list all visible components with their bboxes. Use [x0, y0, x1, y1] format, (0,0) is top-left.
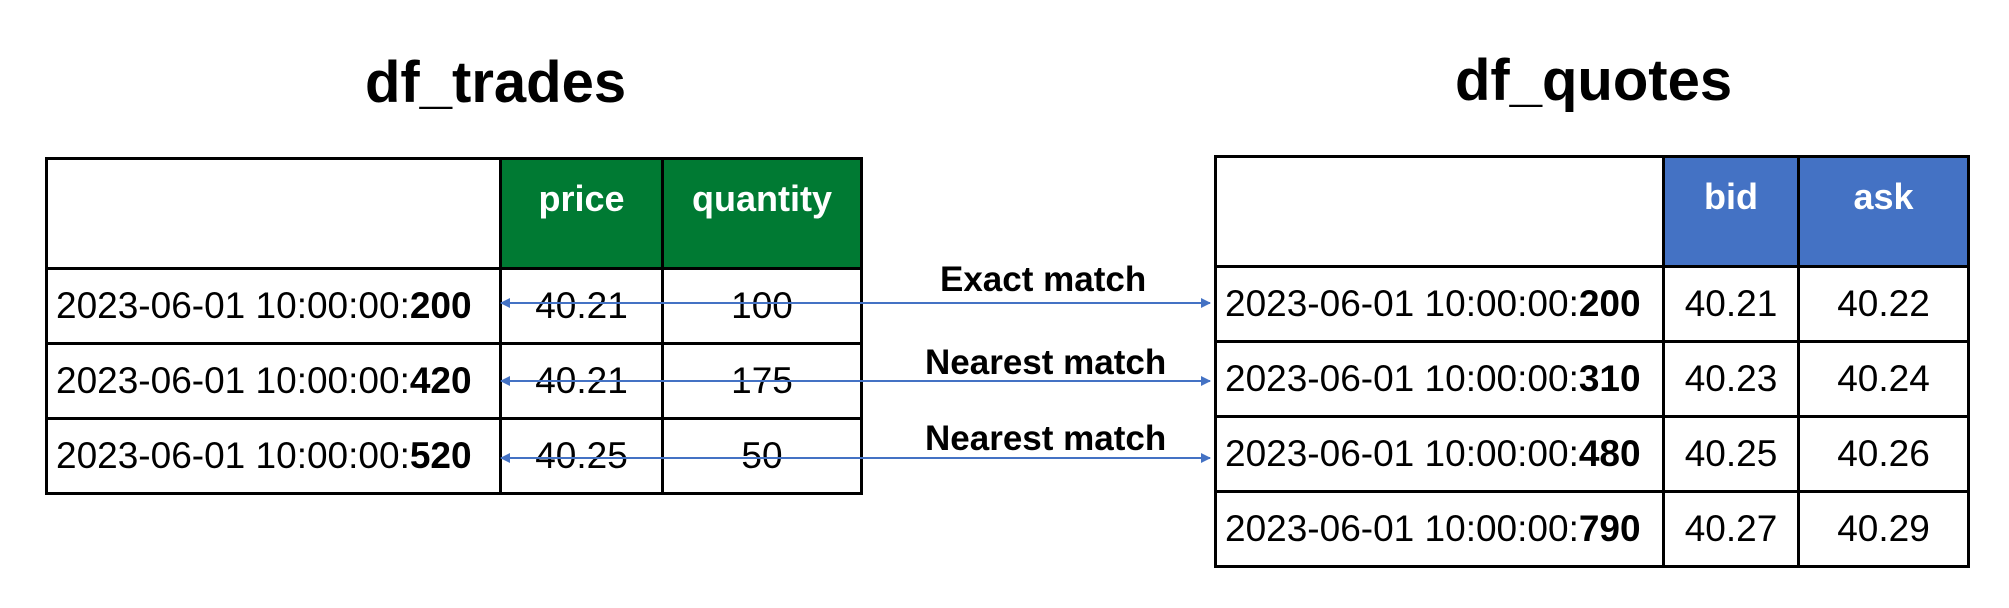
timestamp-prefix: 2023-06-01 10:00:00: — [1225, 283, 1579, 324]
quantity-cell: 50 — [661, 417, 863, 495]
timestamp-cell: 2023-06-01 10:00:00:790 — [1214, 490, 1665, 568]
timestamp-prefix: 2023-06-01 10:00:00: — [1225, 358, 1579, 399]
match-label: Nearest match — [925, 343, 1167, 382]
timestamp-ms: 790 — [1578, 508, 1641, 549]
table-row: 2023-06-01 10:00:00:200 40.21 100 — [45, 267, 863, 345]
quotes-title: df_quotes — [1455, 48, 1733, 113]
timestamp-cell: 2023-06-01 10:00:00:520 — [45, 417, 502, 495]
quantity-cell: 175 — [661, 342, 863, 420]
timestamp-cell: 2023-06-01 10:00:00:200 — [45, 267, 502, 345]
trades-column-header: price — [499, 157, 664, 270]
timestamp-ms: 480 — [1578, 433, 1641, 474]
table-row: 2023-06-01 10:00:00:200 40.21 40.22 — [1214, 265, 1970, 343]
table-row: 2023-06-01 10:00:00:790 40.27 40.29 — [1214, 490, 1970, 568]
timestamp-cell: 2023-06-01 10:00:00:480 — [1214, 415, 1665, 493]
timestamp-ms: 200 — [1578, 283, 1641, 324]
bid-cell: 40.25 — [1662, 415, 1800, 493]
quotes-index-header — [1214, 155, 1665, 268]
ask-cell: 40.29 — [1797, 490, 1970, 568]
timestamp-ms: 200 — [409, 285, 472, 326]
timestamp-ms: 310 — [1578, 358, 1641, 399]
bid-cell: 40.27 — [1662, 490, 1800, 568]
price-cell: 40.21 — [499, 342, 664, 420]
table-row: 2023-06-01 10:00:00:480 40.25 40.26 — [1214, 415, 1970, 493]
quotes-column-header: ask — [1797, 155, 1970, 268]
timestamp-ms: 520 — [409, 435, 472, 476]
ask-cell: 40.26 — [1797, 415, 1970, 493]
timestamp-prefix: 2023-06-01 10:00:00: — [56, 285, 410, 326]
ask-cell: 40.24 — [1797, 340, 1970, 418]
timestamp-prefix: 2023-06-01 10:00:00: — [1225, 433, 1579, 474]
timestamp-prefix: 2023-06-01 10:00:00: — [1225, 508, 1579, 549]
ask-cell: 40.22 — [1797, 265, 1970, 343]
timestamp-prefix: 2023-06-01 10:00:00: — [56, 360, 410, 401]
trades-title: df_trades — [365, 50, 627, 115]
price-cell: 40.21 — [499, 267, 664, 345]
timestamp-ms: 420 — [409, 360, 472, 401]
timestamp-prefix: 2023-06-01 10:00:00: — [56, 435, 410, 476]
trades-index-header — [45, 157, 502, 270]
trades-table: price quantity 2023-06-01 10:00:00:200 4… — [45, 157, 863, 495]
match-label: Exact match — [940, 260, 1147, 299]
match-label: Nearest match — [925, 419, 1167, 458]
quotes-table: bid ask 2023-06-01 10:00:00:200 40.21 40… — [1214, 155, 1970, 568]
quotes-column-header: bid — [1662, 155, 1800, 268]
bid-cell: 40.21 — [1662, 265, 1800, 343]
timestamp-cell: 2023-06-01 10:00:00:420 — [45, 342, 502, 420]
quantity-cell: 100 — [661, 267, 863, 345]
bid-cell: 40.23 — [1662, 340, 1800, 418]
quotes-header-row: bid ask — [1214, 155, 1970, 268]
table-row: 2023-06-01 10:00:00:420 40.21 175 — [45, 342, 863, 420]
trades-column-header: quantity — [661, 157, 863, 270]
trades-header-row: price quantity — [45, 157, 863, 270]
timestamp-cell: 2023-06-01 10:00:00:200 — [1214, 265, 1665, 343]
table-row: 2023-06-01 10:00:00:520 40.25 50 — [45, 417, 863, 495]
price-cell: 40.25 — [499, 417, 664, 495]
timestamp-cell: 2023-06-01 10:00:00:310 — [1214, 340, 1665, 418]
table-row: 2023-06-01 10:00:00:310 40.23 40.24 — [1214, 340, 1970, 418]
